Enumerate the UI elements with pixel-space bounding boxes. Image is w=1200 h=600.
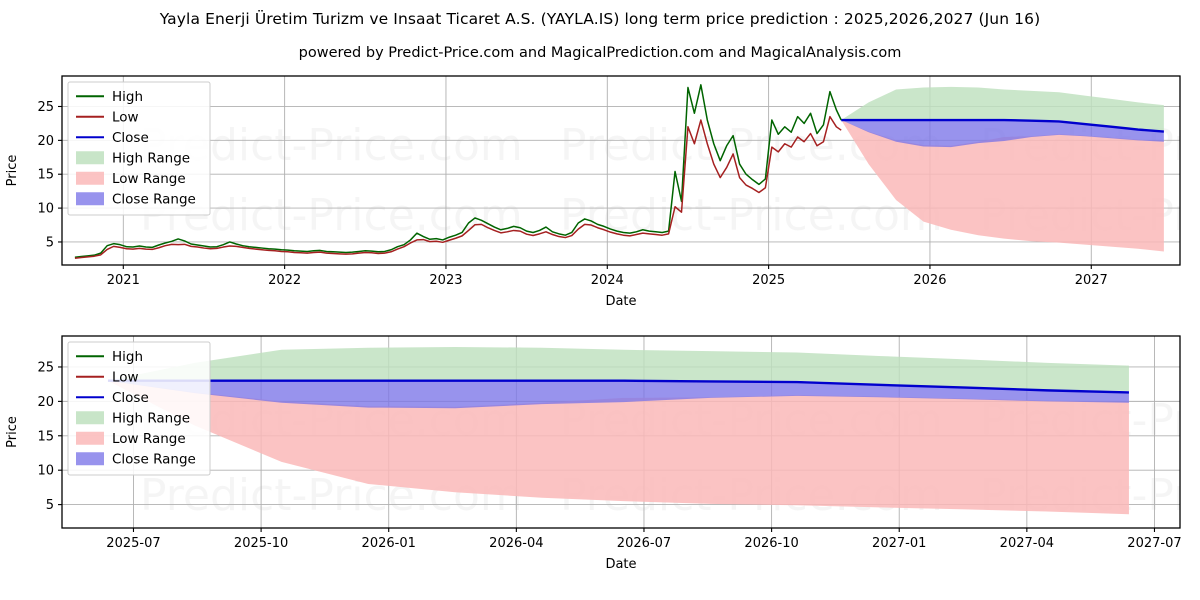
close-forecast-line	[107, 379, 1129, 394]
y-tick-label: 10	[37, 202, 54, 217]
legend-item-low: Low	[76, 369, 139, 385]
x-tick-label: 2025	[752, 273, 785, 288]
legend-item-close: Close	[76, 130, 149, 146]
legend-label: High Range	[112, 150, 190, 166]
legend-item-close: Close	[76, 390, 149, 406]
legend-patch-swatch	[76, 192, 104, 206]
legend-label: Close Range	[112, 451, 196, 467]
legend-label: Close Range	[112, 191, 196, 207]
legend-item-high-range: High Range	[76, 150, 190, 166]
legend-item-high: High	[76, 349, 143, 365]
x-tick-label: 2026-07	[617, 536, 671, 551]
legend-label: Close	[112, 390, 149, 406]
x-tick-label: 2026-10	[744, 536, 798, 551]
legend-item-close-range: Close Range	[76, 451, 196, 467]
legend-label: Low	[112, 109, 139, 125]
y-tick-label: 20	[37, 134, 54, 149]
legend-label: Low	[112, 369, 139, 385]
legend-label: Low Range	[112, 171, 186, 187]
y-tick-label: 25	[37, 360, 54, 375]
x-tick-label: 2024	[591, 273, 624, 288]
x-tick-label: 2027-04	[1000, 536, 1054, 551]
x-tick-label: 2025-10	[234, 536, 288, 551]
x-tick-label: 2027-01	[872, 536, 926, 551]
legend-patch-swatch	[76, 431, 104, 445]
y-tick-label: 15	[37, 429, 54, 444]
page-subtitle: powered by Predict-Price.com and Magical…	[298, 45, 902, 61]
y-axis-title: Price	[5, 416, 20, 448]
legend-patch-swatch	[76, 452, 104, 466]
x-axis-title: Date	[605, 294, 636, 309]
x-tick-label: 2023	[429, 273, 462, 288]
close-range-band	[107, 380, 1129, 409]
low-range-band	[107, 380, 1129, 515]
low-history-line	[74, 115, 842, 259]
legend-item-low: Low	[76, 109, 139, 125]
chart-legend: High Low Close High Range Low Range Close Ran…	[67, 341, 211, 476]
x-tick-label: 2025-07	[106, 536, 160, 551]
legend-item-low-range: Low Range	[76, 431, 186, 447]
low-range-band	[841, 120, 1164, 252]
axes-frame	[61, 75, 1181, 266]
watermark-text: Predict-Price.com	[140, 260, 523, 311]
x-tick-label: 2026-01	[362, 536, 416, 551]
y-tick-label: 25	[37, 100, 54, 115]
legend-label: High	[112, 349, 143, 365]
legend-item-high: High	[76, 89, 143, 105]
x-axis-title: Date	[605, 557, 636, 572]
legend-item-low-range: Low Range	[76, 171, 186, 187]
y-tick-label: 20	[37, 395, 54, 410]
page-title: Yayla Enerji Üretim Turizm ve Insaat Tic…	[159, 10, 1041, 28]
legend-patch-swatch	[76, 151, 104, 165]
y-tick-label: 10	[37, 464, 54, 479]
long-term-price-chart: Predict-Price.comPredict-Price.comPredic…	[5, 75, 1181, 311]
chart-legend: High Low Close High Range Low Range Close Ran…	[67, 81, 211, 216]
legend-patch-swatch	[76, 171, 104, 185]
x-tick-label: 2026-04	[489, 536, 543, 551]
x-tick-label: 2022	[268, 273, 301, 288]
forecast-detail-chart: Predict-Price.comPredict-Price.comPredic…	[5, 335, 1182, 572]
legend-patch-swatch	[76, 411, 104, 425]
axes-frame	[61, 335, 1181, 529]
x-tick-label: 2021	[107, 273, 140, 288]
legend-item-high-range: High Range	[76, 410, 190, 426]
x-tick-label: 2027-07	[1127, 536, 1181, 551]
close-range-band	[841, 120, 1164, 148]
y-tick-label: 5	[46, 498, 54, 513]
legend-label: Close	[112, 130, 149, 146]
legend-item-close-range: Close Range	[76, 191, 196, 207]
legend-label: High	[112, 89, 143, 105]
x-tick-label: 2026	[913, 273, 946, 288]
y-axis-title: Price	[5, 155, 20, 187]
close-forecast-line	[841, 118, 1164, 133]
high-history-line	[74, 84, 842, 258]
legend-label: Low Range	[112, 431, 186, 447]
y-tick-label: 5	[46, 235, 54, 250]
x-tick-label: 2027	[1075, 273, 1108, 288]
legend-label: High Range	[112, 410, 190, 426]
y-tick-label: 15	[37, 168, 54, 183]
